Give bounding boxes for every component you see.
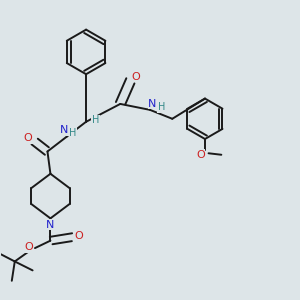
Text: H: H	[69, 128, 76, 138]
Text: O: O	[132, 72, 140, 82]
Text: N: N	[148, 99, 157, 109]
Text: O: O	[24, 242, 33, 253]
Text: H: H	[158, 103, 165, 112]
Text: N: N	[46, 220, 55, 230]
Text: N: N	[60, 125, 68, 135]
Text: O: O	[74, 231, 83, 241]
Text: O: O	[196, 150, 205, 160]
Text: O: O	[24, 133, 32, 143]
Text: H: H	[92, 115, 99, 125]
